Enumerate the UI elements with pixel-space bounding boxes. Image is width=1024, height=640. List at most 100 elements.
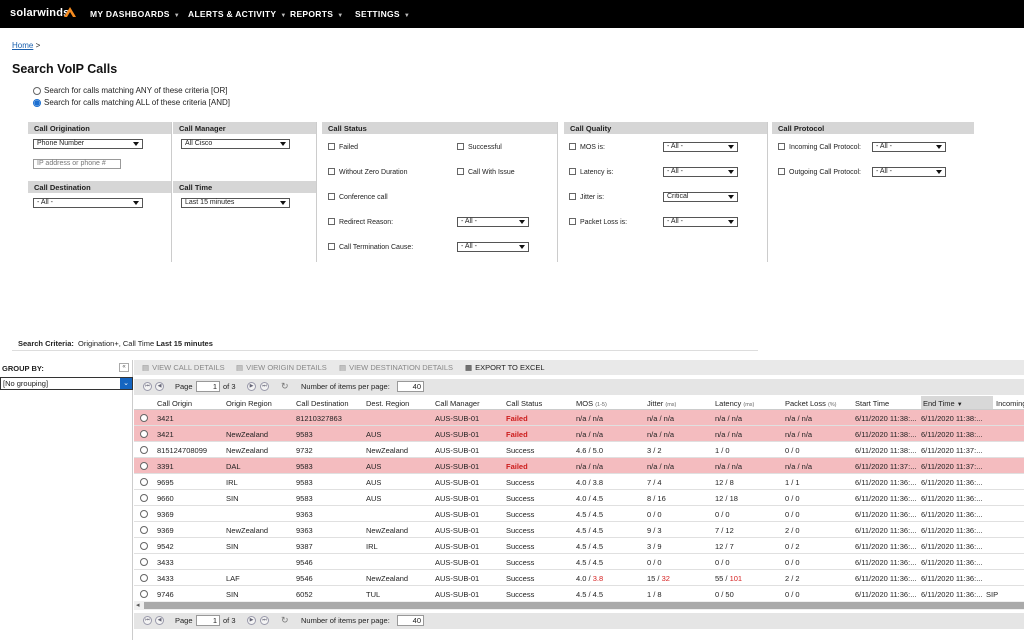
details-icon: ▤ [339, 363, 347, 372]
termination-checkbox[interactable] [328, 243, 335, 250]
packet-loss-checkbox[interactable] [569, 218, 576, 225]
horizontal-scrollbar[interactable]: ◂ [134, 601, 1024, 610]
table-row[interactable]: 9369 NewZealand 9363 NewZealand AUS-SUB-01 Su… [134, 522, 1024, 538]
match-all-radio[interactable] [33, 98, 41, 107]
row-select-radio[interactable] [140, 494, 148, 502]
last-page-icon[interactable]: ⏭ [260, 382, 269, 391]
call-issue-checkbox[interactable] [457, 168, 464, 175]
solarwinds-logo[interactable]: solarwinds [10, 7, 70, 19]
row-select-radio[interactable] [140, 414, 148, 422]
next-page-icon[interactable]: ▶ [247, 382, 256, 391]
col-call-manager[interactable]: Call Manager [435, 399, 480, 408]
col-dest-region[interactable]: Dest. Region [366, 399, 410, 408]
jitter-select[interactable]: Critical [663, 192, 738, 202]
cell-jit: 3 / 9 [647, 542, 662, 551]
table-row[interactable]: 9660 SIN 9583 AUS AUS-SUB-01 Success 4.0 / 4.5… [134, 490, 1024, 506]
nav-my-dashboards[interactable]: MY DASHBOARDS ▼ [90, 9, 181, 19]
col-start-time[interactable]: Start Time [855, 399, 890, 408]
successful-checkbox[interactable] [457, 143, 464, 150]
last-page-icon[interactable]: ⏭ [260, 616, 269, 625]
next-page-icon[interactable]: ▶ [247, 616, 256, 625]
prev-page-icon[interactable]: ◀ [155, 616, 164, 625]
match-any-option[interactable]: Search for calls matching ANY of these c… [33, 86, 227, 95]
row-select-radio[interactable] [140, 462, 148, 470]
mos-checkbox[interactable] [569, 143, 576, 150]
match-any-radio[interactable] [33, 86, 41, 95]
page-input[interactable]: 1 [196, 615, 220, 626]
scroll-left-icon[interactable]: ◂ [136, 602, 140, 609]
row-select-radio[interactable] [140, 430, 148, 438]
manager-select[interactable]: All Cisco [181, 139, 290, 149]
col-call-destination[interactable]: Call Destination [296, 399, 349, 408]
table-row[interactable]: 815124708099 NewZealand 9732 NewZealand AUS-… [134, 442, 1024, 458]
col-call-status[interactable]: Call Status [506, 399, 543, 408]
nav-reports[interactable]: REPORTS ▼ [290, 9, 344, 19]
mos-select[interactable]: - All - [663, 142, 738, 152]
redirect-select[interactable]: - All - [457, 217, 529, 227]
cell-start: 6/11/2020 11:37:... [855, 462, 917, 471]
col-incoming[interactable]: Incoming [996, 399, 1024, 408]
col-end-time[interactable]: End Time ▼ [921, 396, 993, 409]
items-per-page-input[interactable]: 40 [397, 381, 424, 392]
row-select-radio[interactable] [140, 558, 148, 566]
nav-settings[interactable]: SETTINGS ▼ [355, 9, 411, 19]
destination-select[interactable]: - All - [33, 198, 143, 208]
table-row[interactable]: 3421 NewZealand 9583 AUS AUS-SUB-01 Failed n/a… [134, 426, 1024, 442]
table-row[interactable]: 9695 IRL 9583 AUS AUS-SUB-01 Success 4.0 / 3.8… [134, 474, 1024, 490]
col-mos[interactable]: MOS (1-5) [576, 399, 607, 408]
origination-type-select[interactable]: Phone Number [33, 139, 143, 149]
latency-select[interactable]: - All - [663, 167, 738, 177]
export-to-excel-button[interactable]: ▦ EXPORT TO EXCEL [465, 363, 545, 372]
incoming-protocol-select[interactable]: - All - [872, 142, 946, 152]
view-destination-details-button[interactable]: ▤ VIEW DESTINATION DETAILS [339, 363, 453, 372]
conference-checkbox[interactable] [328, 193, 335, 200]
row-select-radio[interactable] [140, 478, 148, 486]
collapse-pane-icon[interactable]: « [119, 363, 129, 372]
col-call-origin[interactable]: Call Origin [157, 399, 193, 408]
first-page-icon[interactable]: ⏮ [143, 616, 152, 625]
table-row[interactable]: 9542 SIN 9387 IRL AUS-SUB-01 Success 4.5 / 4.5… [134, 538, 1024, 554]
failed-checkbox[interactable] [328, 143, 335, 150]
redirect-checkbox[interactable] [328, 218, 335, 225]
row-select-radio[interactable] [140, 574, 148, 582]
breadcrumb-home-link[interactable]: Home [12, 41, 34, 50]
col-jitter[interactable]: Jitter (ms) [647, 399, 677, 408]
items-per-page-input[interactable]: 40 [397, 615, 424, 626]
origination-input[interactable]: IP address or phone # [33, 159, 121, 169]
col-packet-loss[interactable]: Packet Loss (%) [785, 399, 837, 408]
table-row[interactable]: 3433 9546 AUS-SUB-01 Success 4.5 / 4.5 0 / 0 0… [134, 554, 1024, 570]
page-input[interactable]: 1 [196, 381, 220, 392]
termination-select[interactable]: - All - [457, 242, 529, 252]
jitter-checkbox[interactable] [569, 193, 576, 200]
table-row[interactable]: 3391 DAL 9583 AUS AUS-SUB-01 Failed n/a / n/a n… [134, 458, 1024, 474]
group-by-select[interactable]: [No grouping] ⌄ [0, 377, 133, 390]
first-page-icon[interactable]: ⏮ [143, 382, 152, 391]
table-row[interactable]: 9369 9363 AUS-SUB-01 Success 4.5 / 4.5 0 / 0 0… [134, 506, 1024, 522]
refresh-icon[interactable]: ↻ [281, 615, 289, 625]
zero-duration-checkbox[interactable] [328, 168, 335, 175]
prev-page-icon[interactable]: ◀ [155, 382, 164, 391]
outgoing-protocol-checkbox[interactable] [778, 168, 785, 175]
packet-loss-select[interactable]: - All - [663, 217, 738, 227]
row-select-radio[interactable] [140, 510, 148, 518]
nav-alerts-activity[interactable]: ALERTS & ACTIVITY ▼ [188, 9, 287, 19]
incoming-protocol-checkbox[interactable] [778, 143, 785, 150]
row-select-radio[interactable] [140, 526, 148, 534]
view-origin-details-button[interactable]: ▤ VIEW ORIGIN DETAILS [236, 363, 327, 372]
refresh-icon[interactable]: ↻ [281, 381, 289, 391]
row-select-radio[interactable] [140, 446, 148, 454]
match-all-option[interactable]: Search for calls matching ALL of these c… [33, 98, 230, 107]
col-origin-region[interactable]: Origin Region [226, 399, 272, 408]
table-row[interactable]: 3421 81210327863 AUS-SUB-01 Failed n/a / n/a… [134, 410, 1024, 426]
outgoing-protocol-select[interactable]: - All - [872, 167, 946, 177]
table-row[interactable]: 9746 SIN 6052 TUL AUS-SUB-01 Success 4.5 / 4.5… [134, 586, 1024, 602]
col-latency[interactable]: Latency (ms) [715, 399, 755, 408]
call-time-select[interactable]: Last 15 minutes [181, 198, 290, 208]
row-select-radio[interactable] [140, 542, 148, 550]
table-row[interactable]: 3433 LAF 9546 NewZealand AUS-SUB-01 Success 4.… [134, 570, 1024, 586]
latency-checkbox[interactable] [569, 168, 576, 175]
scrollbar-thumb[interactable] [144, 602, 1024, 609]
cell-inc: SIP [986, 590, 999, 599]
view-call-details-button[interactable]: ▤ VIEW CALL DETAILS [142, 363, 225, 372]
row-select-radio[interactable] [140, 590, 148, 598]
